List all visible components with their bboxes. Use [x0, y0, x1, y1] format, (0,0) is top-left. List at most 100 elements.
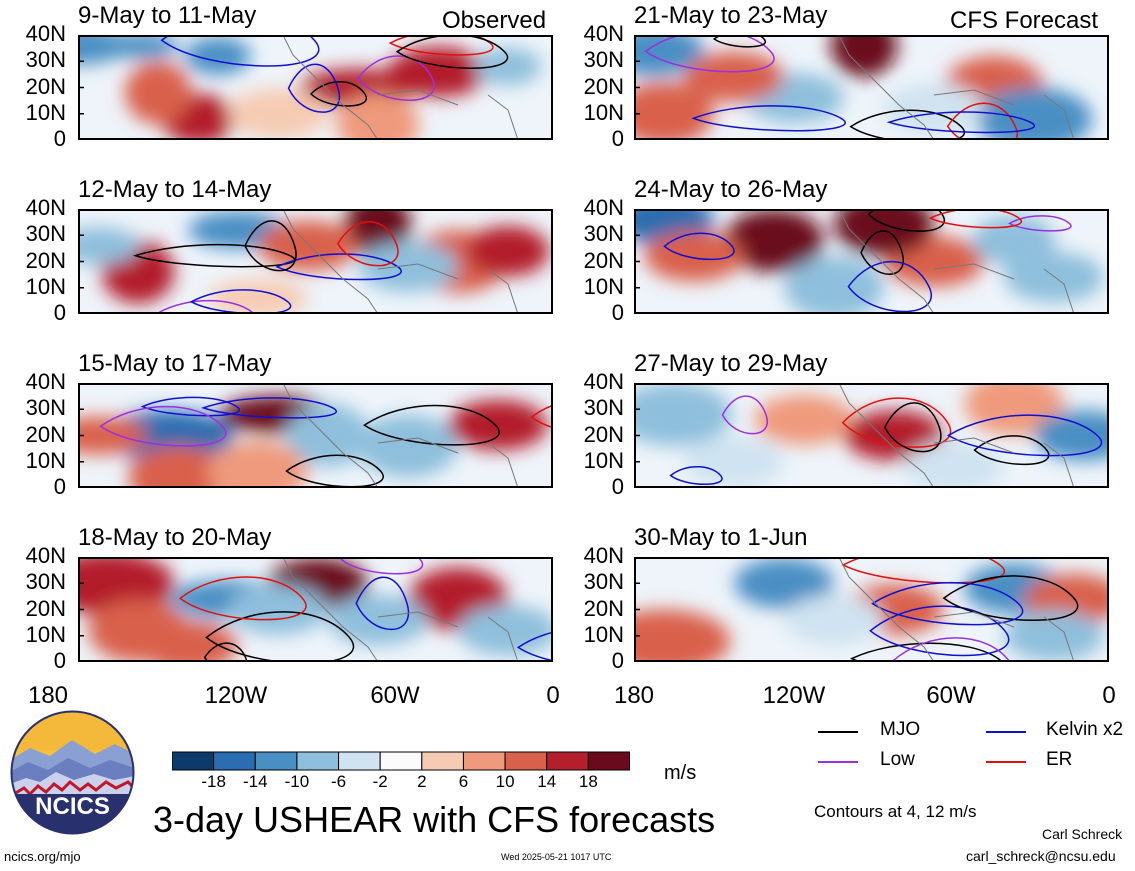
y-tick-label: 20N: [583, 595, 624, 621]
panel-title: 15-May to 17-May: [78, 350, 272, 377]
shear-anomaly-blob: [1034, 410, 1109, 461]
y-tick-label: 10N: [25, 99, 66, 125]
y-tick-label: 30N: [583, 47, 624, 73]
contour-line: [395, 35, 509, 69]
shear-anomaly-blob: [184, 37, 252, 75]
panel-title: 21-May to 23-May: [634, 2, 828, 29]
colorbar-label: -2: [372, 772, 388, 791]
shear-anomaly-blob: [96, 35, 180, 59]
shear-anomaly-blob: [78, 416, 148, 455]
units-label: m/s: [664, 762, 697, 784]
colorbar-swatch: [379, 751, 423, 771]
x-tick-label: 120W: [762, 682, 826, 709]
contour-line: [860, 230, 904, 275]
colorbar-label: 2: [417, 772, 427, 791]
coastline: [838, 209, 1075, 314]
author: Carl Schreck: [1042, 826, 1123, 842]
contour-line: [841, 557, 1005, 584]
colorbar: [172, 751, 630, 771]
shear-anomaly-blob: [128, 446, 228, 488]
x-tick-label: 0: [1102, 682, 1116, 709]
colorbar-swatch: [254, 751, 298, 771]
contour-line: [132, 243, 295, 268]
y-tick-label: 40N: [25, 21, 66, 46]
shear-anomaly-blob: [466, 225, 550, 277]
contour-line: [205, 611, 354, 662]
y-tick-label: 0: [53, 474, 66, 499]
panel-title: 30-May to 1-Jun: [634, 524, 808, 551]
colorbar-swatch: [296, 751, 340, 771]
shear-anomaly-blob: [1004, 610, 1104, 661]
y-tick-label: 40N: [583, 21, 624, 46]
map-panel: [78, 209, 553, 314]
y-tick-label: 0: [611, 300, 624, 325]
contour-line: [287, 63, 341, 113]
shear-anomaly-blob: [358, 241, 458, 292]
coastline: [838, 557, 1075, 662]
colorbar-swatch: [504, 751, 548, 771]
y-tick-label: 0: [53, 126, 66, 151]
colorbar-swatch: [213, 751, 256, 771]
contour-line: [336, 220, 399, 267]
main-title: 3-day USHEAR with CFS forecasts: [153, 799, 716, 840]
contour-line: [886, 111, 1035, 134]
y-tick-label: 30N: [25, 395, 66, 421]
colorbar-swatch: [421, 751, 464, 771]
contour-line: [357, 55, 435, 102]
contour-line: [669, 465, 723, 485]
shear-anomaly-blob: [634, 383, 733, 446]
y-tick-label: 30N: [25, 569, 66, 595]
shear-anomaly-blob: [78, 226, 140, 265]
y-tick-label: 10N: [583, 621, 624, 647]
contour-line: [871, 581, 1023, 626]
contour-line: [884, 402, 942, 453]
shear-anomaly-blob: [258, 220, 358, 271]
colorbar-label: -10: [284, 772, 310, 791]
colorbar-label: 14: [537, 772, 557, 791]
shear-anomaly-blob: [448, 399, 548, 451]
shear-anomaly-blob: [972, 215, 1056, 266]
shear-anomaly-blob: [724, 209, 824, 272]
shear-anomaly-blob: [784, 594, 884, 646]
contour-note: Contours at 4, 12 m/s: [814, 802, 977, 821]
contour-line: [1007, 215, 1072, 232]
panel-title: 24-May to 26-May: [634, 176, 828, 203]
shear-anomaly-blob: [830, 35, 898, 77]
shear-anomaly-blob: [634, 35, 704, 76]
contour-line: [663, 232, 735, 261]
colorbar-swatch: [546, 751, 589, 771]
y-tick-label: 20N: [583, 73, 624, 99]
panel-title: 12-May to 14-May: [78, 176, 272, 203]
contour-line: [309, 81, 368, 107]
contour-line: [201, 397, 337, 419]
map-panel: [634, 209, 1109, 314]
contour-line: [973, 435, 1050, 465]
y-tick-label: 40N: [583, 195, 624, 220]
contour-line: [99, 405, 227, 447]
contour-line: [160, 35, 320, 67]
coastline: [282, 557, 519, 662]
map-panel: [634, 557, 1109, 662]
colorbar-swatch: [172, 751, 215, 771]
y-tick-label: 30N: [25, 221, 66, 247]
map-panel: [634, 383, 1109, 488]
shear-anomaly-blob: [208, 279, 308, 314]
y-tick-label: 10N: [25, 447, 66, 473]
y-tick-label: 30N: [583, 569, 624, 595]
x-tick-label: 60W: [926, 682, 976, 709]
contour-line: [712, 35, 767, 48]
legend-label-er: ER: [1046, 749, 1073, 770]
shear-anomaly-blob: [784, 256, 884, 314]
legend-label-low: Low: [880, 749, 915, 770]
y-tick-label: 10N: [25, 273, 66, 299]
colorbar-swatch: [587, 751, 630, 771]
shear-anomaly-blob: [228, 88, 328, 139]
x-tick-label: 120W: [204, 682, 268, 709]
y-tick-label: 40N: [583, 543, 624, 568]
legend-label-kelvin: Kelvin x2: [1046, 719, 1124, 740]
y-tick-label: 10N: [583, 273, 624, 299]
coastline: [282, 383, 519, 488]
x-tick-label: 180: [27, 682, 69, 709]
y-tick-label: 0: [53, 300, 66, 325]
contour-line: [847, 261, 932, 313]
